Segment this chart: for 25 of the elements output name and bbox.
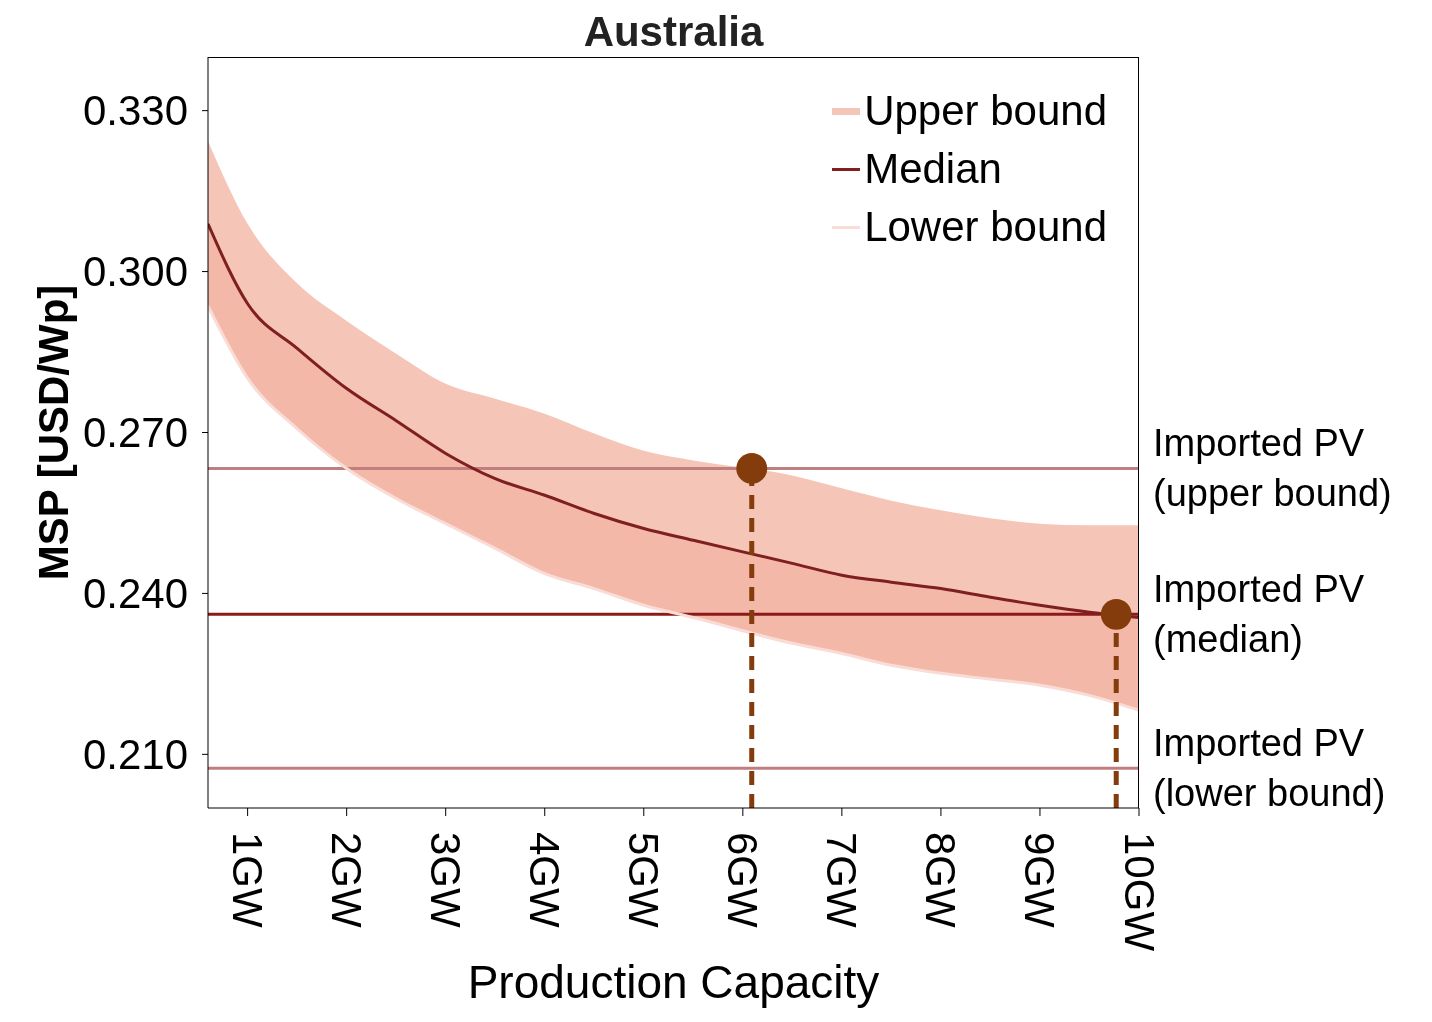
- y-tick-label: 0.270: [82, 409, 188, 456]
- ref-line-label: Imported PV (lower bound): [1153, 722, 1386, 815]
- chart-title: Australia: [583, 7, 764, 55]
- x-tick-label: 3GW: [422, 832, 470, 929]
- legend-label: Lower bound: [864, 203, 1107, 251]
- x-tick-label: 10GW: [1115, 832, 1163, 952]
- x-tick-label: 6GW: [719, 832, 767, 929]
- x-tick-label: 7GW: [818, 832, 866, 929]
- x-axis-title: Production Capacity: [467, 956, 880, 1008]
- y-tick-label: 0.300: [82, 248, 188, 296]
- legend-label: Median: [864, 145, 1002, 193]
- y-tick-label: 0.330: [82, 87, 188, 135]
- y-axis-title: MSP [USD/Wp]: [29, 284, 77, 581]
- y-tick-label: 0.210: [82, 730, 188, 778]
- legend-label: Upper bound: [864, 87, 1107, 135]
- ref-line-label: Imported PV (upper bound): [1153, 422, 1392, 515]
- x-tick-label: 9GW: [1016, 832, 1064, 929]
- line-series: [208, 304, 1139, 712]
- x-tick-label: 8GW: [917, 832, 965, 929]
- x-tick-label: 4GW: [521, 832, 569, 929]
- y-tick-label: 0.240: [82, 569, 188, 617]
- x-tick-label: 1GW: [224, 832, 272, 929]
- x-tick-label: 2GW: [323, 832, 371, 929]
- ref-line-label: Imported PV (median): [1153, 568, 1365, 661]
- x-tick-label: 5GW: [620, 832, 668, 929]
